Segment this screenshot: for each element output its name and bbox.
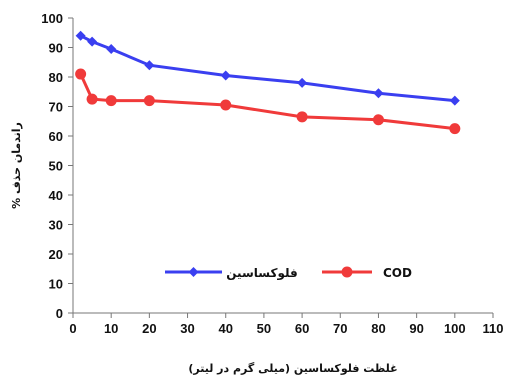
x-tick-label: 30	[180, 321, 194, 336]
series-1-point	[372, 114, 384, 126]
series-1-point	[296, 111, 308, 123]
x-tick-label: 80	[371, 321, 385, 336]
legend: فلوکساسین COD	[165, 266, 412, 281]
x-tick-label: 50	[257, 321, 271, 336]
y-tick-label: 100	[41, 11, 63, 26]
x-axis-title: غلظت فلوکساسین (میلی گرم در لیتر)	[188, 362, 397, 375]
legend-swatch-marker	[341, 266, 353, 278]
y-tick-label: 50	[49, 159, 63, 174]
series-1-point	[220, 99, 232, 111]
x-tick-label: 10	[104, 321, 118, 336]
series-1-point	[86, 93, 98, 105]
x-tick-label: 70	[333, 321, 347, 336]
x-tick-label: 100	[444, 321, 466, 336]
series-0-point	[106, 43, 117, 54]
y-tick-label: 40	[49, 188, 63, 203]
x-tick-label: 90	[409, 321, 423, 336]
series-1-point	[449, 123, 461, 135]
y-axis-ticks: 0 10 20 30 40 50 60 70 80 90 100	[41, 11, 73, 321]
series-0-point	[297, 77, 308, 88]
y-tick-label: 60	[49, 129, 63, 144]
y-tick-label: 10	[49, 277, 63, 292]
legend-swatch-marker	[188, 267, 199, 277]
series-0-point	[87, 36, 98, 47]
y-tick-label: 80	[49, 70, 63, 85]
legend-label: COD	[383, 266, 412, 280]
x-tick-label: 60	[295, 321, 309, 336]
series-line-1	[79, 73, 455, 131]
x-tick-label: 20	[142, 321, 156, 336]
series-0-point	[144, 60, 155, 71]
series-1-point	[143, 95, 155, 107]
series-0-point	[220, 70, 231, 81]
y-axis-title: راندمان حذف %	[10, 122, 23, 209]
series-0-point	[373, 88, 384, 99]
x-tick-label: 0	[69, 321, 76, 336]
y-tick-label: 90	[49, 41, 63, 56]
series-0-point	[75, 30, 86, 41]
series-1-point	[75, 68, 87, 80]
x-tick-label: 110	[483, 321, 504, 336]
y-tick-label: 0	[56, 306, 63, 321]
series-line-0	[79, 34, 455, 103]
y-tick-label: 30	[49, 218, 63, 233]
series-0-point	[449, 95, 460, 106]
y-tick-label: 70	[49, 100, 63, 115]
series-layer	[75, 30, 461, 135]
series-1-point	[105, 95, 117, 107]
legend-label: فلوکساسین	[226, 266, 297, 281]
x-tick-label: 40	[218, 321, 232, 336]
y-tick-label: 20	[49, 247, 63, 262]
x-axis-ticks: 0 10 20 30 40 50 60 70 80 90 100 110	[69, 313, 503, 336]
